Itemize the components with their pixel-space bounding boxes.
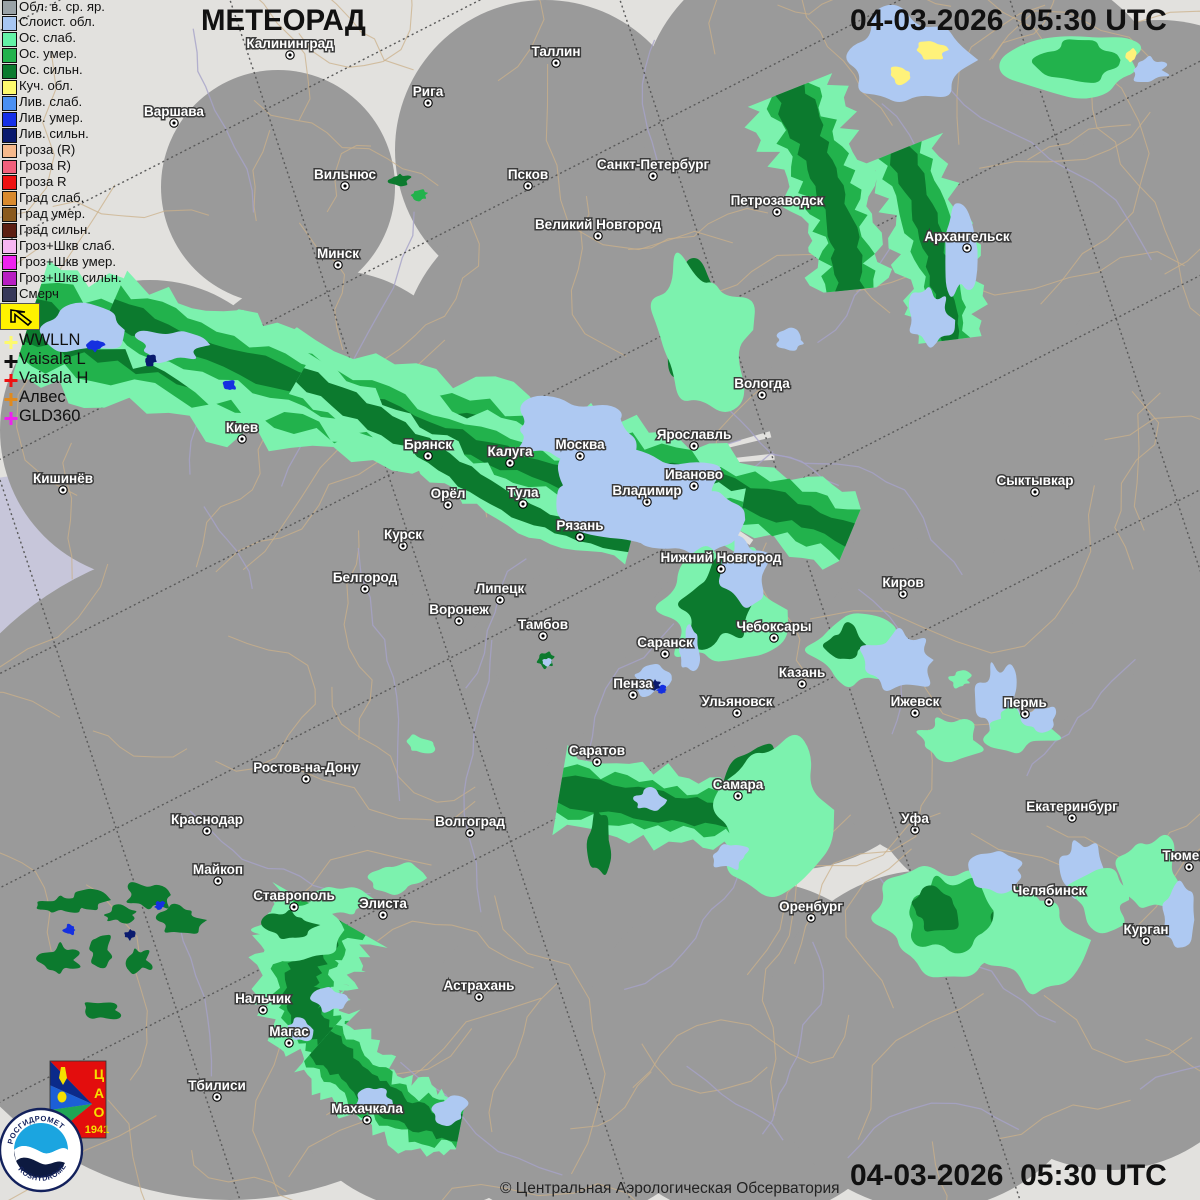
svg-text:О: О: [94, 1104, 105, 1120]
svg-text:А: А: [94, 1085, 104, 1101]
svg-text:ROSHYDROMET: ROSHYDROMET: [0, 0, 68, 1183]
svg-text:1941: 1941: [85, 1124, 109, 1136]
svg-text:Ц: Ц: [94, 1066, 105, 1082]
